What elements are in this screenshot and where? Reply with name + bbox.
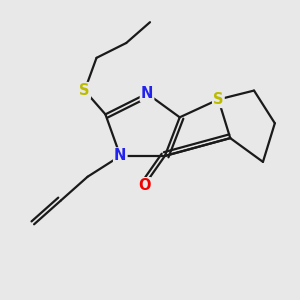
Text: S: S — [80, 83, 90, 98]
Text: N: N — [114, 148, 127, 164]
Text: S: S — [213, 92, 224, 107]
Text: N: N — [141, 86, 153, 101]
Text: O: O — [138, 178, 150, 193]
